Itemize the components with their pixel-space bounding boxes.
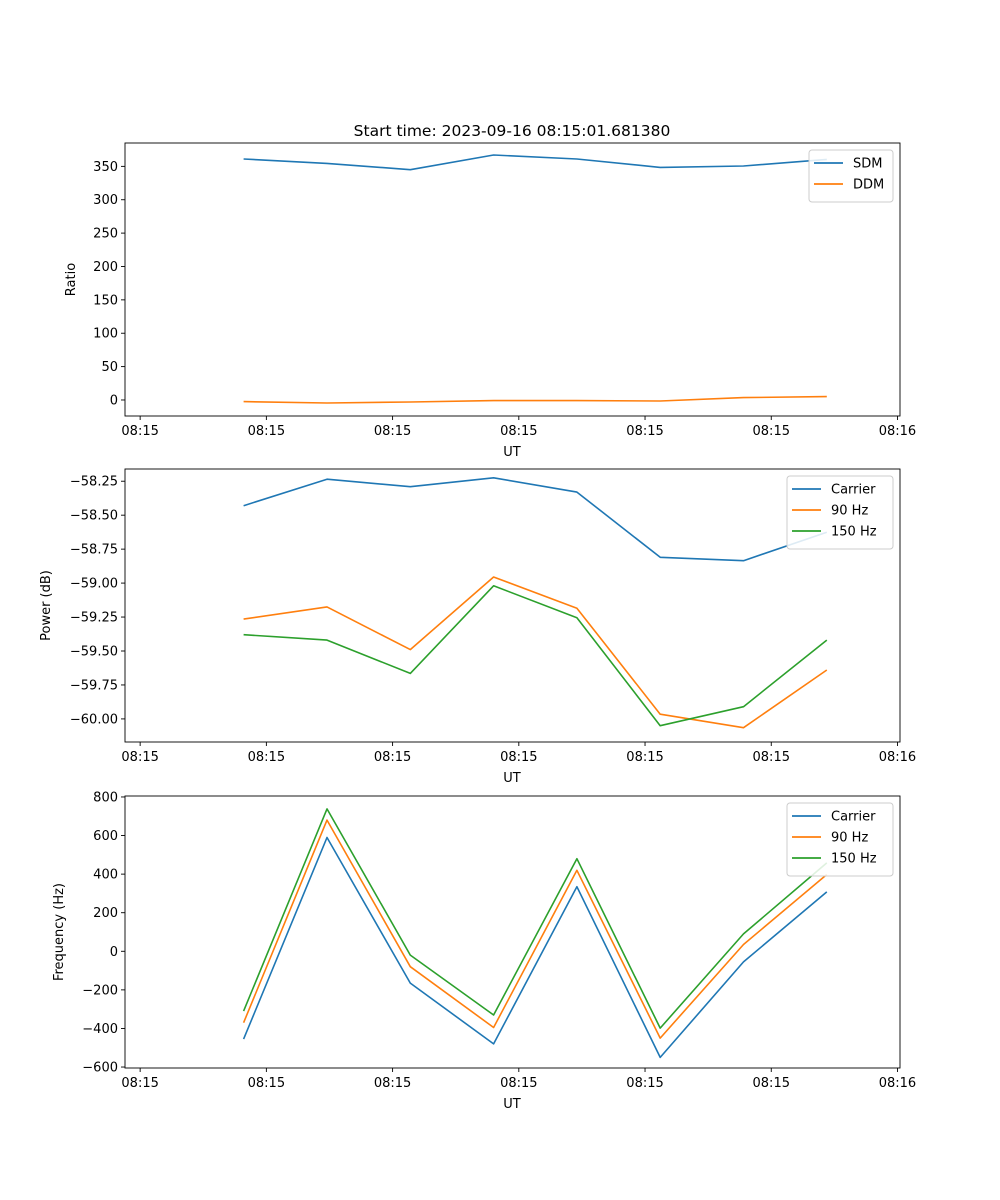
subplots: 08:15 08:15 08:15 08:15 08:15 08:15 08:16 0 50 10… xyxy=(39,142,916,1112)
y-tick-label: −200 xyxy=(82,983,118,998)
x-tick-label: 08:15 xyxy=(248,750,285,765)
y-tick-label: −60.00 xyxy=(70,712,118,727)
legend-label: 150 Hz xyxy=(831,525,877,540)
legend: Carrier 90 Hz 150 Hz xyxy=(786,475,894,550)
x-tick-label: 08:16 xyxy=(879,750,916,765)
x-tick-label: 08:15 xyxy=(500,1076,537,1091)
subplot-3: 08:15 08:15 08:15 08:15 08:15 08:15 08:16 −600 −… xyxy=(52,790,916,1112)
legend-label: 90 Hz xyxy=(831,831,868,846)
legend-label: SDM xyxy=(853,157,882,172)
x-tick-label: 08:15 xyxy=(753,750,790,765)
series-line-ddm xyxy=(243,395,827,404)
x-tick-label: 08:15 xyxy=(248,424,285,439)
y-tick-label: −59.00 xyxy=(70,577,118,592)
series-line-carrier xyxy=(242,836,828,1059)
legend-label: 90 Hz xyxy=(831,504,868,519)
series-line-90-hz xyxy=(243,576,828,729)
series-line-150-hz xyxy=(242,808,828,1029)
y-axis-label: Frequency (Hz) xyxy=(52,883,67,981)
x-tick-label: 08:16 xyxy=(879,1076,916,1091)
x-tick-label: 08:15 xyxy=(626,1076,663,1091)
y-tick-label: −58.25 xyxy=(70,475,118,490)
y-axis-label: Power (dB) xyxy=(39,570,54,641)
y-tick-label: 50 xyxy=(101,360,118,375)
y-tick-label: −600 xyxy=(82,1061,118,1076)
y-axis-label: Ratio xyxy=(64,263,79,296)
legend: Carrier 90 Hz 150 Hz xyxy=(786,802,894,877)
y-tick-label: 150 xyxy=(93,293,118,308)
x-tick-label: 08:16 xyxy=(879,424,916,439)
series-line-carrier xyxy=(243,476,828,562)
x-tick-label: 08:15 xyxy=(121,1076,158,1091)
x-tick-label: 08:15 xyxy=(374,1076,411,1091)
x-tick-label: 08:15 xyxy=(500,424,537,439)
x-tick-label: 08:15 xyxy=(121,424,158,439)
series-line-sdm xyxy=(243,154,827,171)
y-tick-label: −59.50 xyxy=(70,645,118,660)
y-tick-label: 400 xyxy=(93,868,118,883)
axes-frame xyxy=(124,142,901,417)
y-tick-label: 0 xyxy=(110,393,118,408)
y-tick-label: 800 xyxy=(93,790,118,805)
y-tick-label: −58.75 xyxy=(70,543,118,558)
axes-frame xyxy=(124,795,901,1069)
x-axis-label: UT xyxy=(503,445,521,460)
y-tick-label: 200 xyxy=(93,260,118,275)
y-tick-label: 350 xyxy=(93,160,118,175)
x-axis-label: UT xyxy=(503,771,521,786)
legend-label: Carrier xyxy=(831,810,876,825)
x-tick-label: 08:15 xyxy=(626,424,663,439)
subplot-1: 08:15 08:15 08:15 08:15 08:15 08:15 08:16 0 50 10… xyxy=(64,142,916,460)
x-tick-label: 08:15 xyxy=(626,750,663,765)
x-tick-label: 08:15 xyxy=(248,1076,285,1091)
series-line-90-hz xyxy=(242,819,828,1039)
y-tick-label: 250 xyxy=(93,227,118,242)
axes-frame xyxy=(124,468,901,743)
legend-label: Carrier xyxy=(831,483,876,498)
legend-label: DDM xyxy=(853,178,884,193)
y-tick-label: −400 xyxy=(82,1022,118,1037)
x-tick-label: 08:15 xyxy=(374,750,411,765)
y-tick-label: −59.25 xyxy=(70,611,118,626)
subplot-2: 08:15 08:15 08:15 08:15 08:15 08:15 08:16 −60.0… xyxy=(39,468,916,786)
figure-title: Start time: 2023-09-16 08:15:01.681380 xyxy=(354,122,671,140)
y-tick-label: 600 xyxy=(93,829,118,844)
x-axis-label: UT xyxy=(503,1097,521,1112)
y-tick-label: 100 xyxy=(93,327,118,342)
x-tick-label: 08:15 xyxy=(753,424,790,439)
y-tick-label: 0 xyxy=(110,945,118,960)
y-tick-label: −58.50 xyxy=(70,509,118,524)
x-tick-label: 08:15 xyxy=(121,750,158,765)
x-tick-label: 08:15 xyxy=(500,750,537,765)
x-tick-label: 08:15 xyxy=(374,424,411,439)
x-tick-label: 08:15 xyxy=(753,1076,790,1091)
legend-label: 150 Hz xyxy=(831,852,877,867)
y-tick-label: 200 xyxy=(93,906,118,921)
legend: SDM DDM xyxy=(808,149,894,203)
y-tick-label: −59.75 xyxy=(70,678,118,693)
series-line-150-hz xyxy=(243,584,828,727)
y-tick-label: 300 xyxy=(93,193,118,208)
